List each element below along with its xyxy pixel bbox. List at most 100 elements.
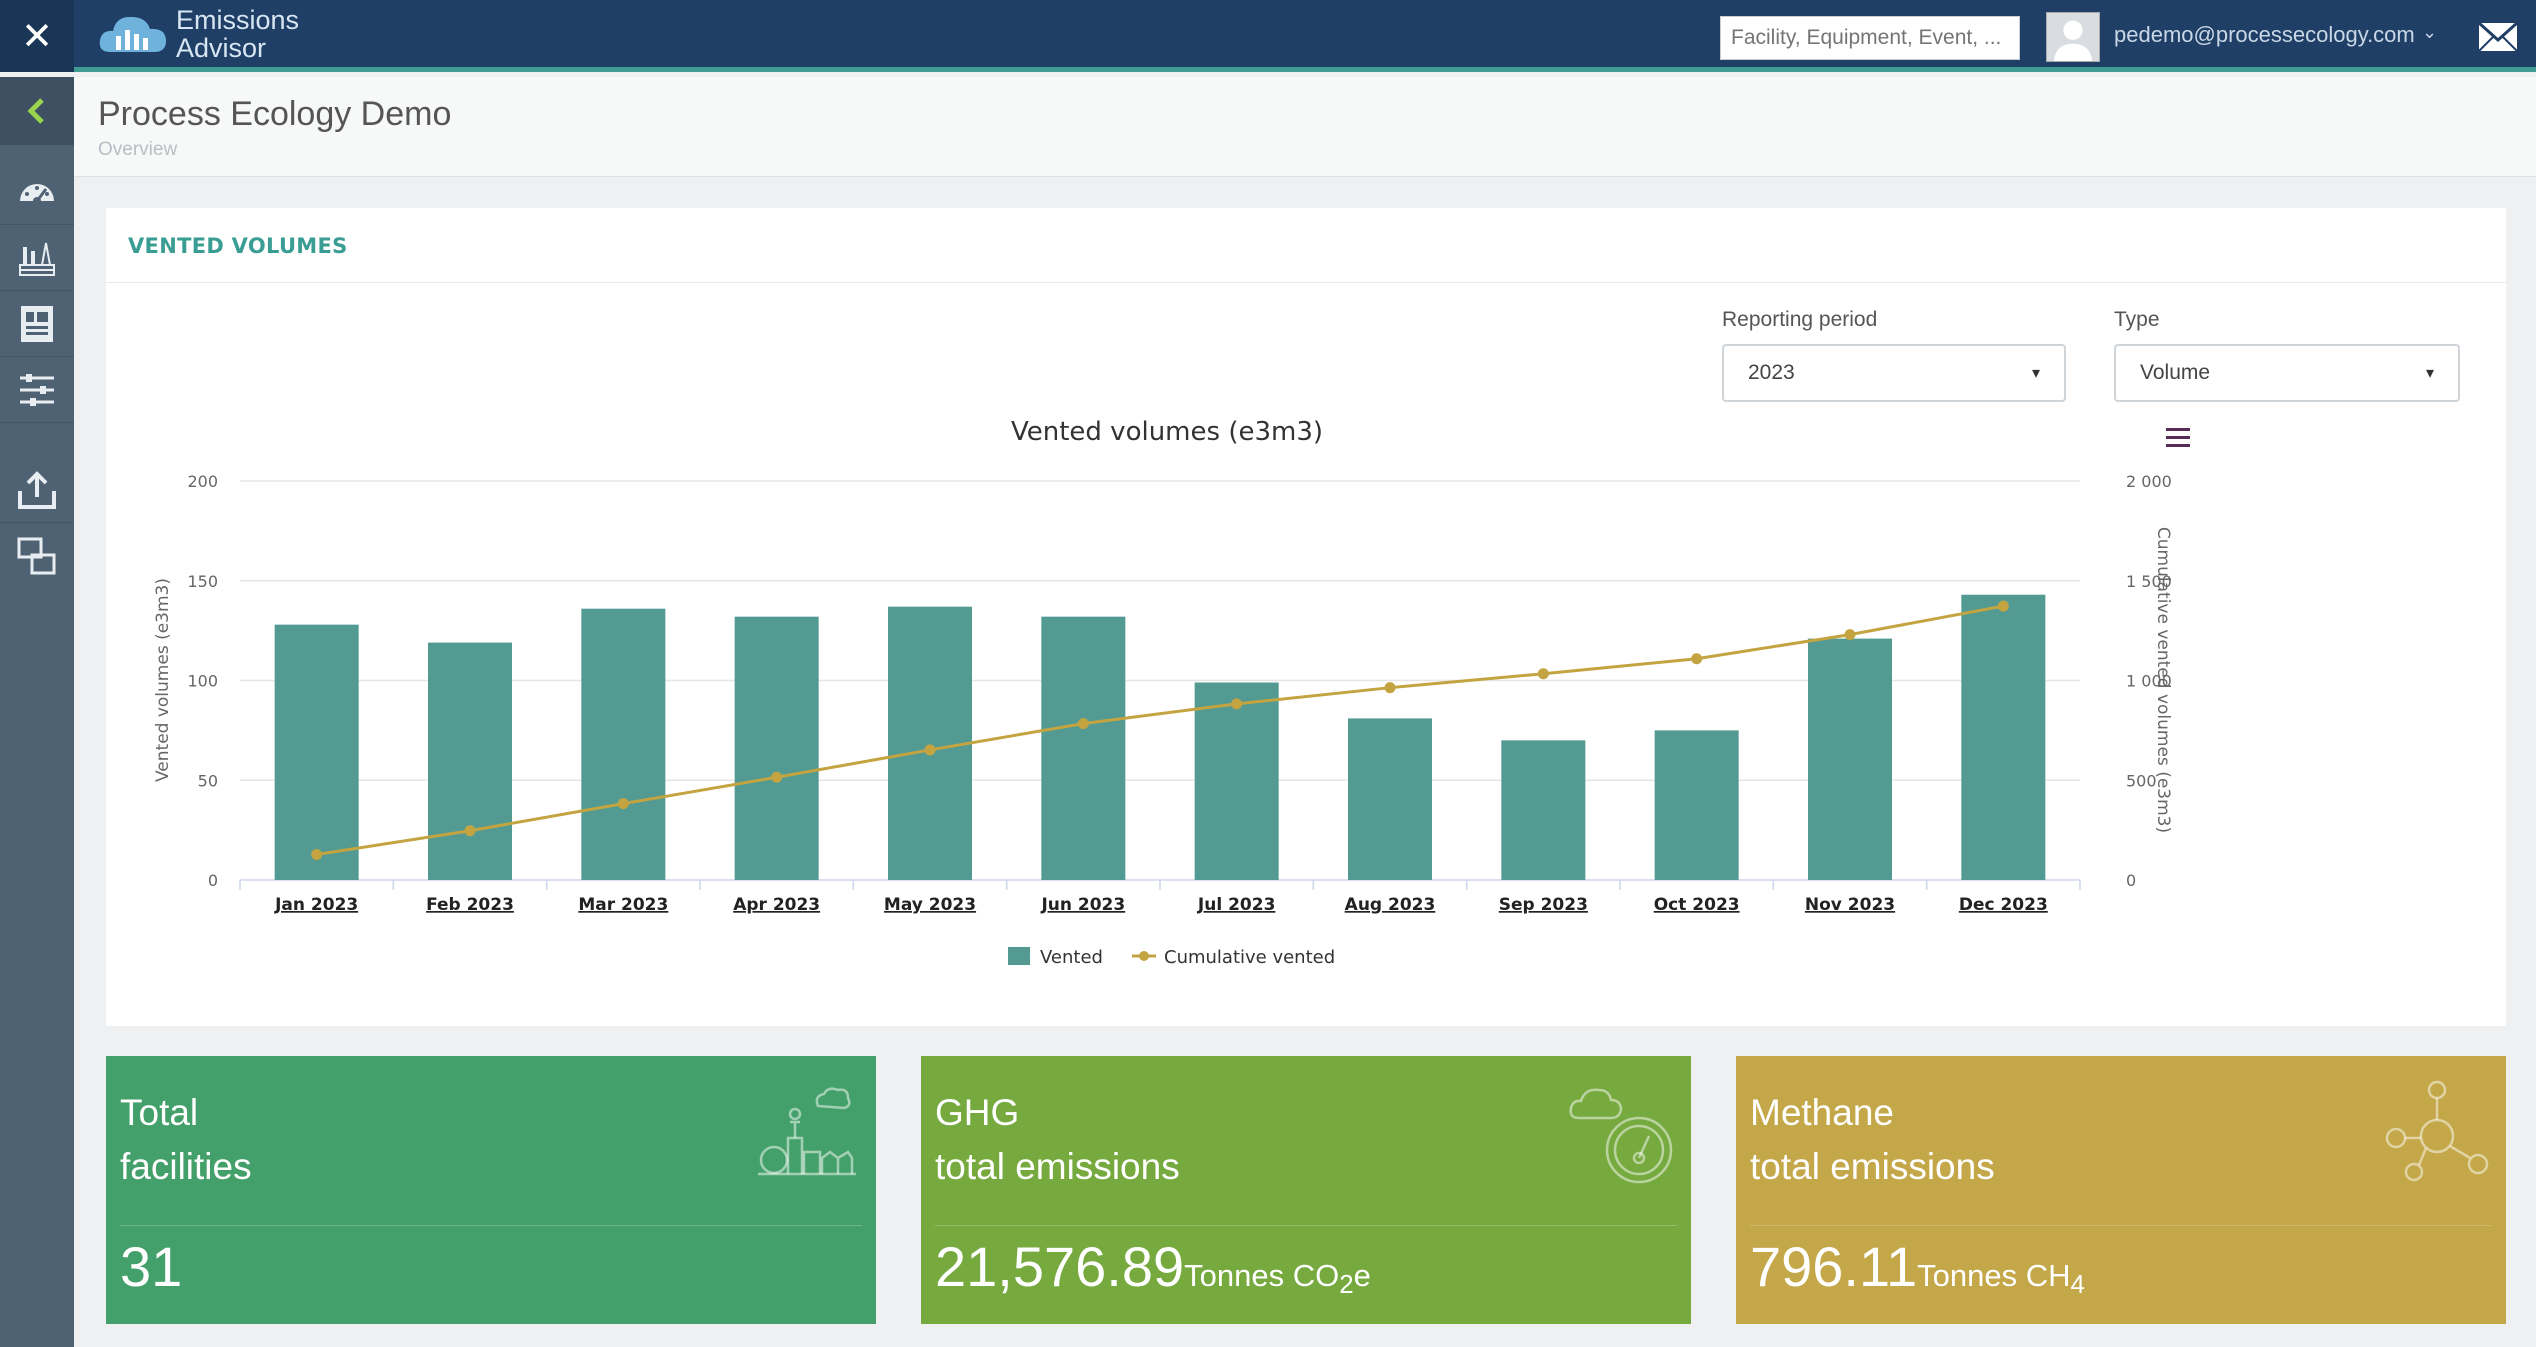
- tile-unit-main: Tonnes CH: [1917, 1258, 2071, 1293]
- bar: [581, 608, 666, 880]
- facilities-icon[interactable]: [0, 225, 74, 291]
- app-logo[interactable]: Emissions Advisor: [96, 6, 299, 62]
- chevron-down-icon: ▾: [2425, 365, 2434, 382]
- bar: [1041, 616, 1126, 880]
- tile-line1: Methane: [1750, 1092, 1894, 1133]
- tile-separator: [935, 1225, 1677, 1226]
- tile-total-facilities[interactable]: Total facilities 31: [106, 1056, 876, 1324]
- bar: [1808, 638, 1892, 880]
- cumulative-point: [1077, 718, 1089, 730]
- settings-sliders-icon[interactable]: [0, 357, 74, 423]
- y2-tick-label: 500: [2126, 771, 2157, 790]
- bar: [1961, 594, 2046, 880]
- tile-value: 31: [120, 1235, 183, 1298]
- search-input[interactable]: [1720, 16, 2020, 60]
- bar: [1501, 740, 1586, 880]
- card-divider: [106, 282, 2506, 283]
- x-tick-label: Nov 2023: [1805, 895, 1895, 915]
- vented-volumes-chart: Vented volumes (e3m3) 0 50 100 150 200 0 500 1 0…: [153, 417, 2190, 968]
- y-tick-label: 150: [187, 572, 218, 591]
- bar: [734, 616, 819, 880]
- tile-value-number: 21,576.89: [935, 1235, 1185, 1298]
- x-tick-label: Apr 2023: [733, 895, 820, 915]
- logo-line1: Emissions: [176, 5, 300, 35]
- mail-icon[interactable]: [2478, 20, 2518, 54]
- logo-line2: Advisor: [176, 33, 267, 63]
- dashboard-icon[interactable]: [0, 159, 74, 225]
- x-tick-label: Sep 2023: [1499, 895, 1588, 915]
- type-value: Volume: [2140, 361, 2211, 384]
- x-tick-label: Mar 2023: [578, 895, 668, 915]
- tile-methane-emissions[interactable]: Methane total emissions 796.11Tonnes CH4: [1736, 1056, 2506, 1324]
- x-tick-label: Aug 2023: [1345, 895, 1436, 915]
- tile-unit-sub: 2: [1339, 1271, 1354, 1300]
- top-bar: ✕ Emissions Advisor pedemo@processecolog…: [0, 0, 2536, 72]
- avatar[interactable]: [2046, 12, 2100, 62]
- tile-value: 796.11Tonnes CH4: [1750, 1234, 2085, 1300]
- tile-ghg-emissions[interactable]: GHG total emissions 21,576.89Tonnes CO2e: [921, 1056, 1691, 1324]
- tile-unit: Tonnes CH4: [1917, 1258, 2085, 1299]
- cumulative-point: [1691, 653, 1703, 665]
- cumulative-line: [316, 604, 2004, 856]
- legend-swatch-vented: [1008, 947, 1030, 965]
- y2-tick-label: 2 000: [2126, 472, 2172, 491]
- legend-swatch-cumulative-dot: [1139, 951, 1149, 961]
- bar: [1348, 718, 1432, 880]
- y-axis-title: Vented volumes (e3m3): [153, 578, 173, 782]
- y2-tick-label: 0: [2126, 871, 2136, 890]
- reporting-period-label: Reporting period: [1722, 308, 1878, 331]
- card-title: VENTED VOLUMES: [128, 234, 348, 258]
- cumulative-point: [311, 848, 323, 860]
- type-label: Type: [2114, 308, 2160, 331]
- y-tick-label: 100: [187, 672, 218, 691]
- chart-title: Vented volumes (e3m3): [1011, 417, 1323, 447]
- x-tick-label: Jun 2023: [1040, 895, 1125, 915]
- tile-unit: Tonnes CO2e: [1184, 1258, 1371, 1299]
- cloud-gauge-icon: [1569, 1088, 1673, 1184]
- x-tick-label: Jan 2023: [274, 895, 358, 915]
- cumulative-point: [1844, 629, 1856, 641]
- cumulative-point: [1997, 600, 2009, 612]
- user-email[interactable]: pedemo@processecology.com: [2114, 22, 2415, 47]
- chart-menu-icon[interactable]: [2166, 428, 2190, 447]
- bar: [888, 606, 972, 880]
- back-icon[interactable]: [0, 77, 74, 145]
- bar: [1194, 682, 1279, 880]
- windows-icon[interactable]: [0, 523, 74, 589]
- tile-unit-sub: 4: [2070, 1271, 2085, 1300]
- sidebar: [0, 77, 74, 1347]
- page-title: Process Ecology Demo: [98, 95, 452, 133]
- reports-icon[interactable]: [0, 291, 74, 357]
- x-tick-label: Dec 2023: [1959, 895, 2048, 915]
- cumulative-point: [1231, 698, 1243, 710]
- cumulative-point: [617, 798, 629, 810]
- close-icon[interactable]: ✕: [0, 0, 74, 72]
- chevron-down-icon: ▾: [2031, 365, 2040, 382]
- x-tick-label: Feb 2023: [426, 895, 514, 915]
- y2-axis-title: Cumulative vented volumes (e3m3): [2153, 527, 2173, 833]
- tile-unit-end: e: [1353, 1258, 1371, 1293]
- y2-tick-label: 1 000: [2126, 672, 2172, 691]
- vented-volumes-card: VENTED VOLUMES Reporting period 2023 ▾ T…: [106, 208, 2506, 1026]
- y2-tick-label: 1 500: [2126, 572, 2172, 591]
- reporting-period-value: 2023: [1748, 361, 1795, 384]
- bar: [1654, 730, 1739, 880]
- chevron-down-icon[interactable]: ⌄: [2422, 22, 2438, 43]
- cumulative-point: [464, 825, 476, 837]
- tile-separator: [120, 1225, 862, 1226]
- reporting-period-select[interactable]: 2023 ▾: [1722, 344, 2066, 402]
- tile-unit-main: Tonnes CO: [1184, 1258, 1340, 1293]
- tile-line2: facilities: [120, 1146, 252, 1187]
- tile-separator: [1750, 1225, 2492, 1226]
- tile-line2: total emissions: [935, 1146, 1180, 1187]
- upload-icon[interactable]: [0, 457, 74, 523]
- cumulative-point: [1384, 682, 1396, 694]
- type-select[interactable]: Volume ▾: [2114, 344, 2460, 402]
- breadcrumb[interactable]: Overview: [98, 139, 178, 160]
- x-tick-label: Jul 2023: [1197, 895, 1276, 915]
- x-tick-label: Oct 2023: [1654, 895, 1740, 915]
- cumulative-point: [1537, 668, 1549, 680]
- molecule-icon: [2385, 1080, 2489, 1182]
- facility-icon: [758, 1087, 856, 1176]
- x-tick-label: May 2023: [884, 895, 976, 915]
